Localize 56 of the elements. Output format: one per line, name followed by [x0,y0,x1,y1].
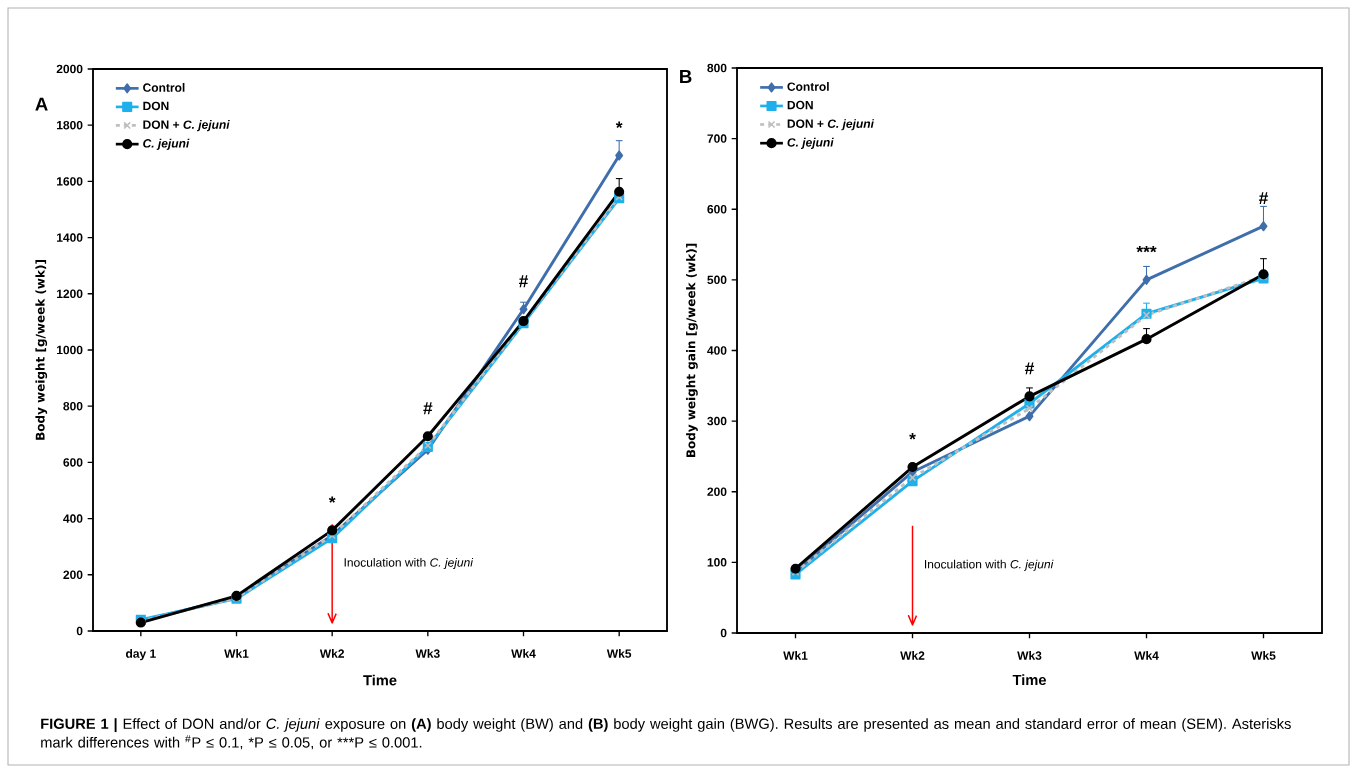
y-tick-label: 600 [63,458,83,467]
y-tick-label: 1400 [57,233,83,242]
y-tick-label: 0 [76,626,83,636]
text: FIGURE 1 | Effect of DON and/or C. jejuni exposure on (A) body weight (BW) and (B) body weight gain (BWG). Results are presented as mean and standard error of mean (SEM). Asterisks mark differences with $^{#}$P ≤ 0.1, *P ≤ 0.05, or ***P ≤ 0.001. [41,718,1291,750]
y-tick-label: 400 [63,514,83,523]
legend-label: DON [143,101,169,111]
y-tick-label: 200 [63,570,83,580]
x-tick-label: Wk4 [1134,651,1159,660]
y-tick-label: 300 [707,416,727,426]
y-tick-label: 1000 [57,345,83,355]
x-tick-label: Wk1 [783,651,808,660]
y-tick-label: 700 [707,134,727,143]
legend-label: DON + C. jejuni [787,119,875,131]
x-tick-label: Wk5 [1251,651,1276,660]
legend-label: DON + C. jejuni [143,120,230,132]
chart-title: B [680,70,692,83]
y-tick-label: 1600 [57,177,83,186]
annotation: * [615,121,623,129]
annotation: *** [1136,245,1157,253]
y-tick-label: 800 [707,63,727,73]
legend-label: Control [143,83,185,92]
x-axis-title: Time [363,674,397,686]
annotation: * [909,433,916,440]
x-tick-label: Wk3 [1017,651,1042,660]
y-tick-label: 500 [707,275,727,285]
x-tick-label: Wk2 [900,651,925,660]
ref-line-label: Inoculation with C. jejuni [344,557,474,570]
y-tick-label: 1200 [57,289,83,299]
y-tick-label: 2000 [56,64,83,74]
y-axis-title: Body weight gain [g/week (wk)] [686,243,698,458]
legend-label: DON [787,100,813,110]
y-axis-title: Body weight [g/week (wk)] [35,260,48,440]
legend-label: C. jejuni [787,137,834,150]
annotation: # [423,402,433,415]
y-tick-label: 200 [707,487,727,496]
legend-label: Control [787,82,829,91]
y-tick-label: 0 [720,628,727,638]
text: A [35,97,48,111]
annotation: # [1258,192,1269,205]
y-tick-label: 800 [63,401,83,411]
ref-line-label: Inoculation with C. jejuni [924,559,1054,571]
x-tick-label: day 1 [126,649,156,661]
x-tick-label: Wk1 [224,649,249,658]
annotation: * [328,496,336,503]
x-axis-title: Time [1012,674,1046,686]
y-tick-label: 100 [707,558,727,567]
x-tick-label: Wk4 [511,649,536,658]
x-tick-label: Wk2 [319,649,345,658]
x-tick-label: Wk3 [415,649,440,658]
x-tick-label: Wk5 [606,649,632,658]
legend-label: C. jejuni [143,138,190,150]
annotation: # [1024,362,1035,375]
y-tick-label: 400 [707,346,727,355]
y-tick-label: 1800 [57,120,83,130]
y-tick-label: 600 [707,204,727,214]
annotation: # [518,275,529,288]
